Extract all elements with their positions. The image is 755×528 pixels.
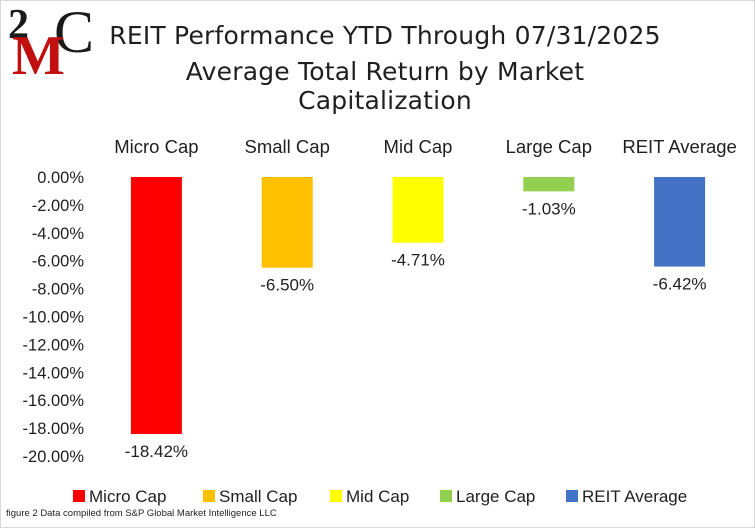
legend-label: Large Cap <box>456 487 535 506</box>
y-tick-label: -18.00% <box>23 420 85 438</box>
legend-swatch <box>203 490 215 502</box>
logo-letter-c: C <box>54 2 94 65</box>
bar <box>261 177 313 268</box>
company-logo: 2 C M <box>8 2 94 78</box>
category-label: Large Cap <box>506 136 592 157</box>
y-tick-label: -6.00% <box>32 253 85 271</box>
data-label: -18.42% <box>125 442 188 461</box>
bar <box>654 177 706 267</box>
bar <box>392 177 444 243</box>
legend-swatch <box>440 490 452 502</box>
legend-swatch <box>73 490 85 502</box>
chart-title: REIT Performance YTD Through 07/31/2025 <box>109 21 661 50</box>
y-tick-label: -8.00% <box>32 281 85 299</box>
bar <box>130 177 182 434</box>
footnote: figure 2 Data compiled from S&P Global M… <box>6 508 277 519</box>
category-label: REIT Average <box>622 136 737 157</box>
data-label: -1.03% <box>522 199 576 218</box>
y-tick-label: -14.00% <box>23 364 85 382</box>
chart-subtitle: Average Total Return by Market Capitaliz… <box>185 57 585 115</box>
data-label: -6.42% <box>653 275 707 294</box>
legend-label: Micro Cap <box>89 487 166 506</box>
y-tick-label: -20.00% <box>23 448 85 466</box>
y-tick-label: -16.00% <box>23 392 85 410</box>
logo-letter-m: M <box>12 25 65 78</box>
y-tick-label: -12.00% <box>23 336 85 354</box>
data-label: -6.50% <box>260 276 314 295</box>
legend-swatch <box>330 490 342 502</box>
bar <box>523 177 575 192</box>
category-label: Mid Cap <box>384 136 453 157</box>
legend-label: Small Cap <box>219 487 297 506</box>
y-tick-label: -2.00% <box>32 197 85 215</box>
data-label: -4.71% <box>391 251 445 270</box>
legend-label: REIT Average <box>582 487 687 506</box>
y-tick-label: -10.00% <box>23 309 85 327</box>
category-label: Micro Cap <box>114 136 198 157</box>
category-label: Small Cap <box>245 136 330 157</box>
legend-swatch <box>566 490 578 502</box>
y-tick-label: -4.00% <box>32 225 85 243</box>
logo-digit: 2 <box>8 2 29 48</box>
legend-label: Mid Cap <box>346 487 409 506</box>
y-tick-label: 0.00% <box>37 169 84 187</box>
